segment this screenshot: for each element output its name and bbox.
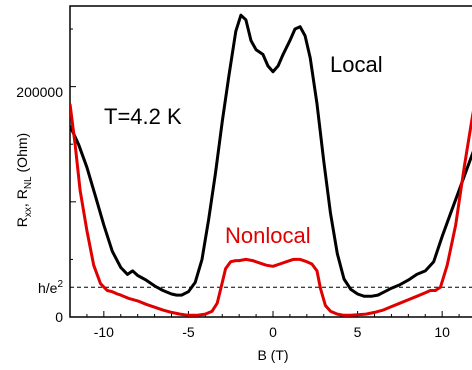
y-tick-label-he2: h/e2	[38, 279, 63, 296]
temperature-label: T=4.2 K	[104, 104, 182, 129]
series-layer	[70, 13, 472, 317]
y-axis-title: Rxx, RNL (Ohm)	[14, 133, 34, 227]
x-tick-label: 5	[354, 324, 362, 340]
he2-base: h/e	[38, 280, 58, 296]
nonlocal-series-line	[70, 103, 472, 317]
y-tick-label-zero: 0	[55, 309, 63, 325]
nonlocal-label: Nonlocal	[225, 223, 311, 248]
tick-marks	[70, 28, 460, 318]
local-label: Local	[330, 52, 383, 77]
x-tick-label: -10	[94, 324, 114, 340]
local-series-line	[70, 13, 472, 298]
x-tick-labels: -10 -5 0 5 10	[94, 324, 450, 340]
x-axis-title: B (T)	[257, 347, 288, 363]
y-tick-label-200000: 200000	[16, 84, 63, 100]
he2-sup: 2	[57, 279, 63, 290]
x-tick-label: -5	[182, 324, 195, 340]
x-tick-label: 0	[269, 324, 277, 340]
plot-frame	[69, 5, 472, 318]
x-tick-label: 10	[434, 324, 450, 340]
